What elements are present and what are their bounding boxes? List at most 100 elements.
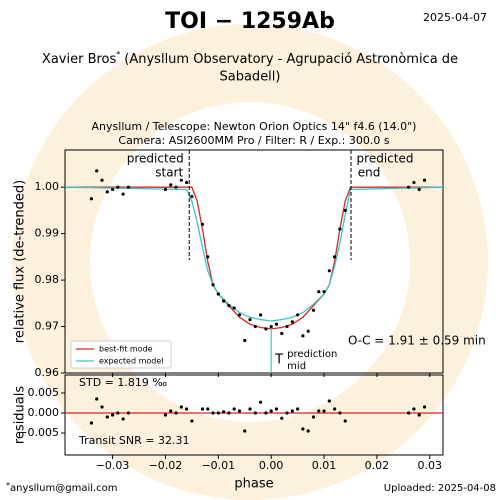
residual-stat: STD = 1.819 ‰ (79, 376, 167, 389)
data-point (126, 411, 131, 415)
data-point (407, 411, 411, 415)
data-point (327, 399, 331, 403)
x-tick-label: −0.01 (201, 459, 235, 472)
predicted-label: predicted (127, 152, 184, 166)
data-point (285, 411, 289, 415)
residual-stat: Transit SNR = 32.31 (78, 434, 190, 447)
data-point (95, 169, 99, 173)
data-point (216, 411, 220, 415)
predicted-label: end (358, 166, 381, 180)
footer-marker: * (6, 481, 10, 490)
mid-sup: prediction (287, 349, 337, 360)
y-axis-label: relative flux (de-trended) (13, 180, 28, 343)
data-point (100, 405, 104, 409)
data-point (280, 416, 284, 420)
data-point (290, 409, 294, 413)
data-point (248, 317, 252, 322)
data-point (274, 407, 279, 411)
data-point (232, 407, 236, 411)
data-point (110, 413, 115, 417)
data-point (412, 407, 416, 411)
data-point (248, 407, 252, 411)
data-point (100, 178, 104, 182)
legend: best-fit mode expected model (70, 340, 172, 369)
data-point (417, 187, 421, 192)
observer: Xavier Bros (42, 52, 117, 67)
data-point (232, 306, 236, 310)
data-point (179, 405, 183, 409)
data-point (237, 409, 242, 413)
data-point (306, 329, 310, 333)
data-point (190, 419, 194, 423)
data-point (179, 178, 183, 182)
data-point (253, 411, 257, 415)
data-point (190, 194, 194, 199)
data-point (343, 419, 347, 423)
y-tick-label: 0.000 (28, 406, 60, 419)
data-point (121, 192, 125, 196)
data-point (169, 183, 173, 187)
data-point (163, 187, 168, 192)
y-tick-label: 0.97 (35, 320, 60, 333)
x-axis-label: phase (234, 477, 273, 492)
y-tick-label: 0.99 (35, 227, 60, 240)
data-point (184, 180, 189, 185)
data-point (121, 417, 125, 421)
x-tick-label: 0.02 (365, 459, 390, 472)
data-point (301, 427, 305, 431)
title: TOI − 1259Ab (165, 9, 335, 34)
data-point (95, 397, 99, 401)
affiliation: Sabadell) (220, 70, 281, 85)
data-point (105, 415, 109, 419)
data-point (169, 409, 173, 413)
data-point (269, 324, 273, 329)
data-point (422, 405, 427, 409)
data-point (338, 411, 342, 415)
data-point (200, 222, 205, 226)
data-point (274, 322, 279, 326)
data-point (338, 227, 342, 231)
data-point (412, 180, 416, 185)
x-tick-label: 0.00 (259, 459, 284, 472)
data-point (243, 429, 247, 433)
data-point (343, 208, 347, 212)
data-point (322, 290, 326, 294)
data-point (301, 334, 305, 338)
predicted-label: predicted (357, 152, 414, 166)
x-tick-label: 0.01 (312, 459, 337, 472)
data-point (216, 292, 220, 296)
y-tick-label: 0.96 (35, 366, 60, 379)
data-point (296, 313, 300, 317)
data-point (174, 411, 178, 415)
data-point (311, 415, 316, 419)
data-point (116, 185, 120, 189)
setup: Anysllum / Telescope: Newton Orion Optic… (92, 120, 417, 133)
footer-email: *anysllum@gmail.com (6, 481, 118, 495)
x-tick-label: 0.03 (418, 459, 443, 472)
x-tick-label: −0.02 (149, 459, 183, 472)
data-point (89, 197, 94, 201)
data-point (227, 304, 231, 308)
data-point (264, 411, 268, 415)
email: anysllum@gmail.com (10, 483, 118, 494)
data-point (126, 185, 131, 189)
data-point (417, 413, 421, 417)
y-tick-label: 1.00 (35, 180, 60, 193)
predicted-label: start (155, 166, 183, 180)
data-point (110, 187, 115, 192)
observer-marker: * (116, 50, 120, 59)
y-tick-label: 0.005 (28, 386, 60, 399)
legend-box (70, 340, 172, 369)
oc-annotation: O-C = 1.91 ± 0.59 min (348, 334, 486, 348)
data-point (333, 407, 337, 411)
data-point (227, 411, 231, 415)
setup: Camera: ASI2600MM Pro / Filter: R / Exp.… (118, 134, 389, 147)
legend-label: expected model (99, 357, 164, 366)
author: Xavier Bros* (Anysllum Observatory - Agru… (42, 50, 458, 67)
data-point (237, 313, 242, 317)
x-tick-label: −0.03 (96, 459, 130, 472)
data-point (259, 313, 263, 317)
data-point (174, 185, 178, 189)
data-point (317, 409, 321, 413)
